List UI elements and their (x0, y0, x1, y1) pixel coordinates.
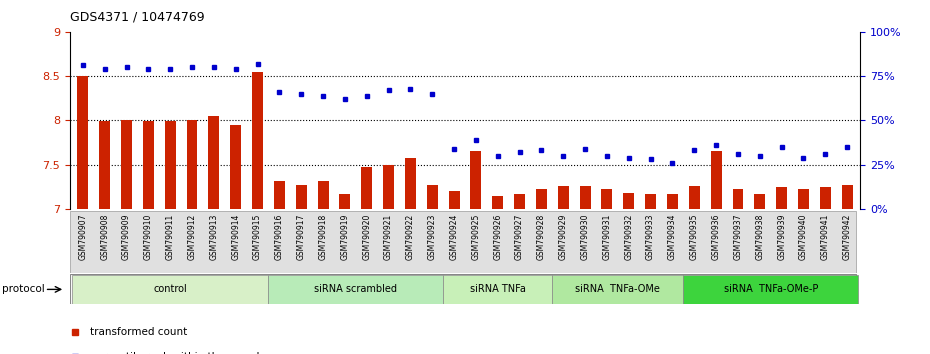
Text: siRNA  TNFa-OMe: siRNA TNFa-OMe (576, 284, 660, 295)
Bar (252, 72, 263, 209)
Bar (777, 187, 787, 209)
Bar (361, 167, 372, 209)
Text: transformed count: transformed count (90, 327, 188, 337)
Bar (798, 189, 809, 209)
Text: siRNA TNFa: siRNA TNFa (470, 284, 525, 295)
Bar (405, 159, 416, 209)
Bar (100, 121, 110, 209)
FancyBboxPatch shape (70, 274, 856, 304)
Text: siRNA  TNFa-OMe-P: siRNA TNFa-OMe-P (724, 284, 817, 295)
Text: GSM790911: GSM790911 (166, 214, 175, 260)
Text: GSM790930: GSM790930 (580, 214, 590, 260)
Text: GSM790921: GSM790921 (384, 214, 393, 260)
Bar (623, 193, 634, 209)
Text: GSM790917: GSM790917 (297, 214, 306, 260)
Text: GSM790910: GSM790910 (144, 214, 153, 260)
Text: GSM790928: GSM790928 (537, 214, 546, 260)
Bar (318, 181, 328, 209)
Bar (558, 186, 569, 209)
Bar (733, 189, 743, 209)
Text: GSM790924: GSM790924 (449, 214, 458, 260)
Text: GSM790941: GSM790941 (821, 214, 830, 260)
Bar (77, 76, 88, 209)
Text: GSM790916: GSM790916 (275, 214, 284, 260)
Text: GSM790940: GSM790940 (799, 214, 808, 260)
Text: GSM790913: GSM790913 (209, 214, 219, 260)
Bar (820, 187, 830, 209)
Text: percentile rank within the sample: percentile rank within the sample (90, 352, 266, 354)
Text: GSM790939: GSM790939 (777, 214, 786, 260)
Text: GSM790919: GSM790919 (340, 214, 350, 260)
FancyBboxPatch shape (444, 275, 552, 304)
Text: GSM790922: GSM790922 (405, 214, 415, 260)
Bar (274, 182, 285, 209)
Text: GDS4371 / 10474769: GDS4371 / 10474769 (70, 10, 205, 23)
Text: GSM790908: GSM790908 (100, 214, 109, 260)
Text: GSM790927: GSM790927 (515, 214, 525, 260)
Text: GSM790931: GSM790931 (603, 214, 611, 260)
Text: GSM790923: GSM790923 (428, 214, 437, 260)
Bar (514, 194, 525, 209)
Bar (602, 189, 612, 209)
Text: GSM790914: GSM790914 (232, 214, 240, 260)
Text: GSM790929: GSM790929 (559, 214, 568, 260)
Text: GSM790933: GSM790933 (646, 214, 655, 260)
Text: GSM790925: GSM790925 (472, 214, 481, 260)
Text: GSM790918: GSM790918 (319, 214, 327, 260)
Bar (471, 152, 482, 209)
Bar (711, 152, 722, 209)
Text: GSM790915: GSM790915 (253, 214, 262, 260)
Bar (579, 186, 591, 209)
Text: GSM790938: GSM790938 (755, 214, 764, 260)
FancyBboxPatch shape (269, 275, 444, 304)
Bar (536, 189, 547, 209)
Text: GSM790912: GSM790912 (188, 214, 196, 260)
Text: GSM790936: GSM790936 (711, 214, 721, 260)
FancyBboxPatch shape (552, 275, 684, 304)
Text: siRNA scrambled: siRNA scrambled (314, 284, 397, 295)
FancyBboxPatch shape (72, 275, 269, 304)
Bar (667, 194, 678, 209)
Bar (842, 185, 853, 209)
Text: GSM790942: GSM790942 (843, 214, 852, 260)
Text: GSM790934: GSM790934 (668, 214, 677, 260)
Bar (427, 185, 438, 209)
Text: protocol: protocol (2, 284, 45, 295)
Text: GSM790937: GSM790937 (734, 214, 742, 260)
Bar (187, 120, 197, 209)
Bar (645, 194, 656, 209)
FancyBboxPatch shape (70, 211, 856, 273)
Bar (383, 165, 394, 209)
Bar (231, 125, 241, 209)
Bar (689, 186, 699, 209)
Bar (296, 185, 307, 209)
Bar (492, 195, 503, 209)
Bar (208, 116, 219, 209)
Text: control: control (153, 284, 187, 295)
Bar (143, 121, 153, 209)
Bar (165, 121, 176, 209)
Bar (448, 191, 459, 209)
Text: GSM790932: GSM790932 (624, 214, 633, 260)
Bar (754, 194, 765, 209)
FancyBboxPatch shape (684, 275, 858, 304)
Text: GSM790907: GSM790907 (78, 214, 87, 260)
Text: GSM790909: GSM790909 (122, 214, 131, 260)
Text: GSM790935: GSM790935 (690, 214, 698, 260)
Bar (339, 194, 351, 209)
Text: GSM790926: GSM790926 (493, 214, 502, 260)
Bar (121, 120, 132, 209)
Text: GSM790920: GSM790920 (362, 214, 371, 260)
